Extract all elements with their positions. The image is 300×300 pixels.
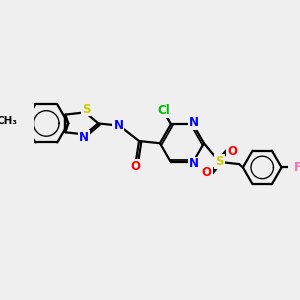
Text: O: O bbox=[130, 160, 140, 173]
Text: S: S bbox=[82, 103, 90, 116]
Text: N: N bbox=[80, 131, 89, 144]
Text: S: S bbox=[215, 155, 224, 168]
Text: N: N bbox=[189, 116, 199, 129]
Text: Cl: Cl bbox=[158, 104, 171, 117]
Text: H: H bbox=[115, 118, 124, 128]
Text: O: O bbox=[227, 145, 237, 158]
Text: N: N bbox=[113, 119, 123, 132]
Text: N: N bbox=[189, 158, 199, 170]
Text: CH₃: CH₃ bbox=[0, 116, 18, 126]
Text: F: F bbox=[294, 161, 300, 174]
Text: O: O bbox=[202, 166, 212, 178]
